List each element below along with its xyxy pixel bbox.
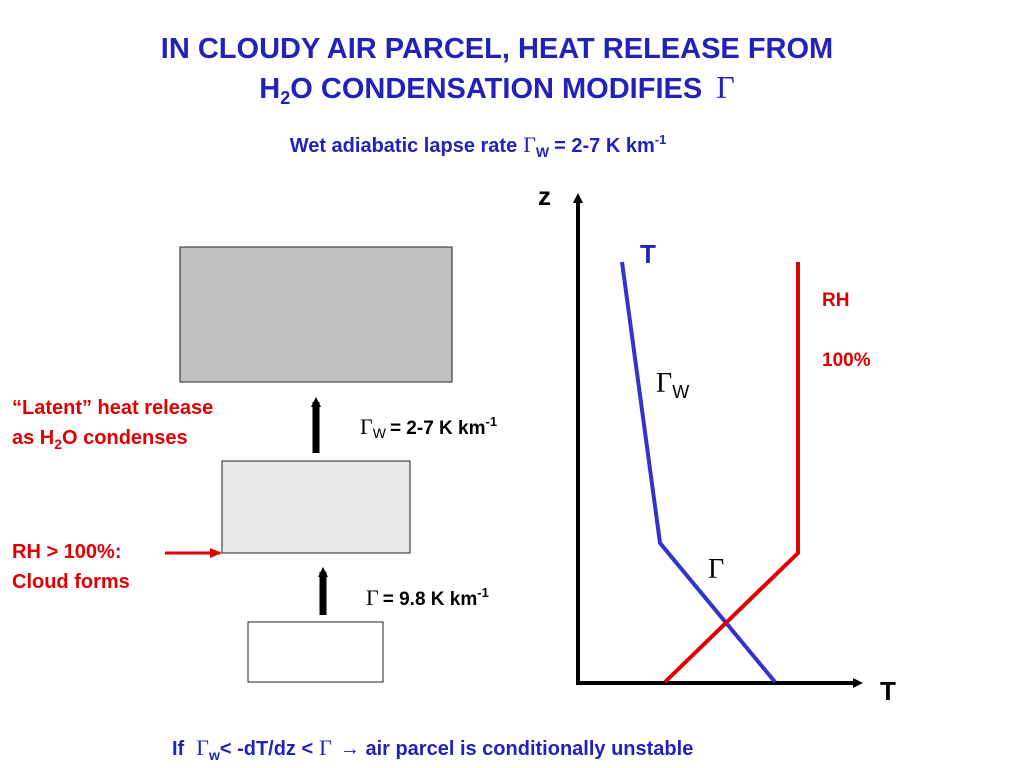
symbol: Γ	[366, 585, 379, 610]
subscript: W	[536, 144, 550, 160]
text: → air parcel is conditionally unstable	[340, 738, 693, 760]
parcel-box-cloud	[179, 246, 453, 383]
superscript: -1	[655, 132, 667, 147]
text: = 2-7 K km	[554, 135, 655, 157]
parcel-box-dry	[247, 621, 384, 683]
rate-label: Γ = 9.8 K km-1	[366, 585, 489, 610]
symbol: Γ	[523, 132, 536, 157]
subscript: 2	[54, 436, 62, 452]
subscript: 2	[280, 88, 290, 108]
symbol: Γ	[656, 368, 672, 399]
rate-label: ΓW = 2-7 K km-1	[360, 414, 497, 441]
text: O condenses	[62, 427, 188, 449]
subscript: W	[672, 382, 689, 402]
latent-label: as H2O condenses	[12, 427, 188, 452]
rh-value: 100%	[822, 350, 871, 371]
text: as H	[12, 427, 54, 449]
subtitle: Wet adiabatic lapse rate ΓW = 2-7 K km-1	[290, 132, 667, 160]
text: H	[259, 73, 280, 105]
symbol: Γ	[716, 69, 735, 105]
superscript: -1	[477, 585, 489, 600]
superscript: -1	[486, 414, 498, 429]
text: If	[172, 738, 185, 760]
gamma-label: Γ	[708, 554, 724, 585]
temperature-profile	[620, 261, 777, 684]
rh-label: Cloud forms	[12, 571, 130, 593]
rh-label: RH	[822, 290, 849, 311]
symbol: Γ	[196, 735, 209, 760]
parcel-box-saturated	[221, 460, 411, 554]
title-line: IN CLOUDY AIR PARCEL, HEAT RELEASE FROM	[161, 33, 833, 65]
rh-label: RH > 100%:	[12, 541, 122, 563]
subscript: w	[208, 747, 220, 763]
footer: If Γw< -dT/dz < Γ → air parcel is condition…	[172, 735, 693, 763]
t-label: T	[640, 239, 656, 269]
gamma-w-label: ΓW	[656, 368, 689, 402]
subscript: W	[373, 425, 387, 441]
symbol: Γ	[360, 414, 373, 439]
text: < -dT/dz <	[220, 738, 313, 760]
text: O CONDENSATION MODIFIES	[290, 73, 702, 105]
title-line: H2O CONDENSATION MODIFIES Γ	[259, 69, 734, 108]
latent-label: “Latent” heat release	[12, 397, 213, 419]
text: Wet adiabatic lapse rate	[290, 135, 518, 157]
x-axis-label: T	[880, 676, 896, 706]
rh-profile	[663, 262, 800, 684]
symbol: Γ	[319, 735, 332, 760]
text: = 2-7 K km	[390, 418, 486, 439]
text: = 9.8 K km	[383, 589, 478, 610]
y-axis-label: z	[538, 181, 551, 211]
